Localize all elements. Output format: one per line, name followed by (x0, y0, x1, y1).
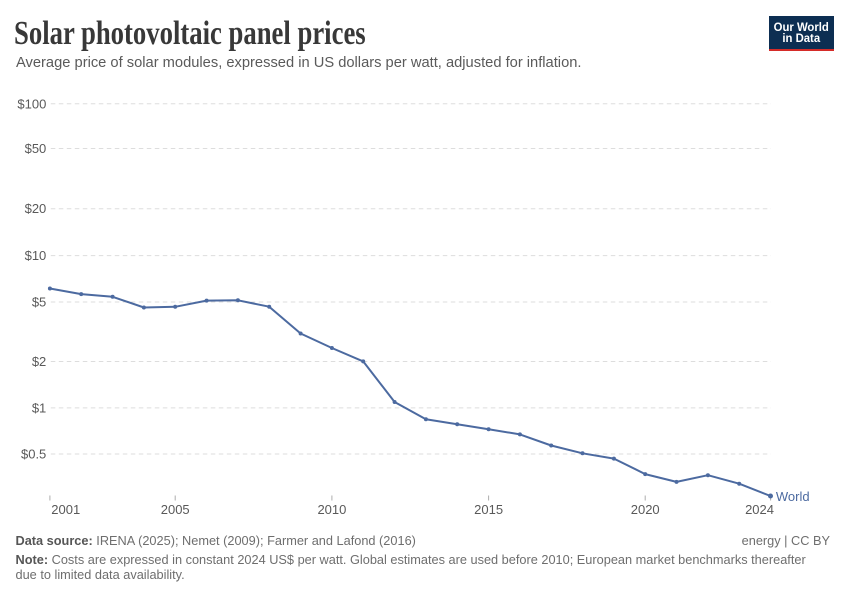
svg-text:World: World (776, 489, 810, 504)
svg-text:$1: $1 (32, 400, 46, 415)
svg-text:$10: $10 (25, 248, 47, 263)
svg-text:2001: 2001 (51, 502, 80, 517)
svg-text:$100: $100 (17, 96, 46, 111)
svg-text:2020: 2020 (631, 502, 660, 517)
svg-text:$0.5: $0.5 (21, 447, 46, 462)
svg-text:2010: 2010 (317, 502, 346, 517)
svg-text:$2: $2 (32, 354, 46, 369)
svg-text:$5: $5 (32, 295, 46, 310)
svg-text:2015: 2015 (474, 502, 503, 517)
svg-text:2024: 2024 (745, 502, 774, 517)
svg-text:2005: 2005 (161, 502, 190, 517)
svg-text:$50: $50 (25, 141, 47, 156)
svg-text:$20: $20 (25, 201, 47, 216)
